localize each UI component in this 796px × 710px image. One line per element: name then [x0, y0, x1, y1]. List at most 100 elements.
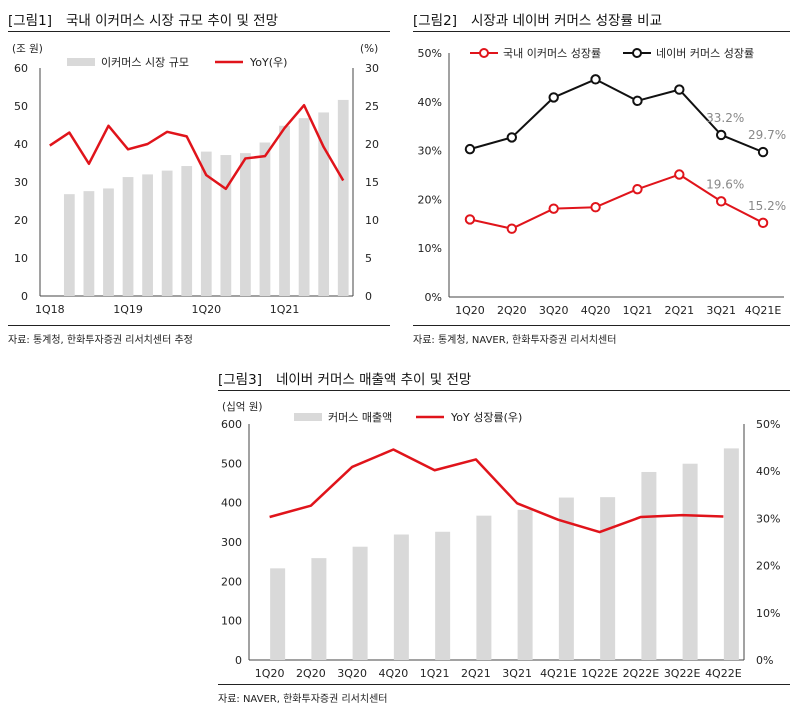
chart1-x-tick: 1Q21: [270, 303, 300, 316]
chart1-left-tick: 50: [14, 100, 28, 113]
chart2-data-label: 19.6%: [706, 177, 744, 191]
chart2-series-0-point: [590, 202, 601, 213]
chart2-series-1-point: [715, 129, 727, 141]
chart1-legend-bar-label: 이커머스 시장 규모: [101, 56, 189, 69]
chart2-legend-naver-label: 네이버 커머스 성장률: [656, 47, 754, 60]
chart2-series-0-point: [632, 183, 643, 195]
chart3-legend-bar-label: 커머스 매출액: [328, 411, 392, 424]
chart1-x-tick: 1Q18: [35, 303, 65, 316]
chart1-left-tick: 40: [14, 138, 28, 151]
chart2-series-1-point: [590, 74, 601, 85]
chart2-legend-market-label: 국내 이커머스 성장률: [503, 47, 601, 60]
chart2-series-1-point: [506, 132, 518, 143]
chart3-bar: [352, 546, 368, 660]
chart1-bar: [83, 191, 95, 296]
chart3-x-tick: 4Q20: [379, 667, 409, 680]
chart3-right-tick: 50%: [756, 418, 780, 431]
chart2-series-0-point: [464, 214, 476, 225]
chart2-series-1-point: [632, 95, 643, 107]
chart1-bar: [161, 170, 173, 296]
chart3-left-tick: 500: [221, 457, 242, 470]
chart1-bar: [63, 194, 75, 296]
chart1-yoy-line: [49, 103, 345, 191]
chart3-x-tick: 1Q21: [420, 667, 450, 680]
chart1-bar: [142, 174, 153, 296]
chart3-left-tick: 600: [221, 418, 242, 431]
chart2-label: [그림2]: [413, 13, 457, 29]
chart2-series-1-point: [548, 92, 559, 103]
chart1-right-tick: 20: [365, 138, 379, 151]
chart1-bar: [337, 99, 349, 296]
chart1-bar: [181, 166, 193, 296]
chart1-right-tick: 30: [365, 62, 379, 75]
chart3-source: 자료: NAVER, 한화투자증권 리서치센터: [218, 694, 388, 705]
chart3-bar: [311, 558, 327, 660]
chart1-bar: [298, 118, 310, 296]
chart1-left-tick: 60: [14, 62, 28, 75]
chart3-x-tick: 2Q22E: [623, 667, 660, 680]
chart2-series-0-point: [715, 196, 727, 207]
chart3-bar: [600, 497, 616, 660]
chart2-series-0-point: [674, 169, 685, 180]
chart3-left-tick: 200: [221, 575, 242, 588]
chart3-x-tick: 1Q20: [255, 667, 285, 680]
chart3-bar: [517, 509, 533, 660]
chart1-right-tick: 15: [365, 176, 379, 189]
chart2-y-tick: 10%: [418, 242, 442, 255]
chart3-right-tick: 20%: [756, 560, 780, 573]
chart2-series-1-line: [469, 78, 764, 153]
chart3-label: [그림3]: [218, 372, 262, 388]
chart1-x-tick: 1Q20: [191, 303, 221, 316]
chart1-right-unit: (%): [360, 43, 378, 55]
chart3-bar: [393, 534, 409, 660]
chart1-source: 자료: 통계청, 한화투자증권 리서치센터 추정: [8, 335, 193, 346]
chart3-left-tick: 400: [221, 497, 242, 510]
chart2-y-tick: 20%: [418, 193, 442, 206]
chart2-x-tick: 2Q20: [497, 304, 527, 317]
chart3-right-tick: 10%: [756, 607, 780, 620]
chart1-bar: [200, 151, 212, 296]
chart2-bottom-rule: [413, 325, 790, 326]
chart3-x-tick: 1Q22E: [581, 667, 618, 680]
chart1-left-unit: (조 원): [12, 43, 43, 55]
chart1-bar: [220, 155, 232, 296]
chart1-left-tick: 0: [21, 290, 28, 303]
chart3-bar: [435, 531, 451, 660]
chart1-legend-bar-swatch: [67, 58, 95, 66]
chart3-x-tick: 2Q20: [296, 667, 326, 680]
chart2-series-0-point: [757, 217, 769, 229]
chart3-bar: [723, 448, 739, 660]
chart1-label: [그림1]: [8, 13, 52, 29]
chart2-series-1-point: [757, 146, 769, 158]
chart1-bottom-rule: [8, 325, 390, 326]
chart1-left-tick: 30: [14, 176, 28, 189]
chart3-x-tick: 4Q21E: [540, 667, 577, 680]
chart3-x-tick: 3Q20: [337, 667, 367, 680]
chart2-series-1-point: [674, 84, 685, 95]
chart2-y-tick: 0%: [425, 291, 442, 304]
chart2-title-rule: [413, 31, 790, 32]
chart1-bar: [259, 142, 271, 296]
chart3-left-tick: 100: [221, 615, 242, 628]
chart2-x-tick: 3Q20: [539, 304, 569, 317]
chart2-x-tick: 1Q20: [455, 304, 485, 317]
chart1-bar: [279, 125, 290, 296]
chart3-title-rule: [218, 390, 790, 391]
chart1-title-rule: [8, 31, 390, 32]
chart2-series-1-point: [464, 143, 476, 155]
chart1-right-tick: 0: [365, 290, 372, 303]
chart1-right-tick: 10: [365, 214, 379, 227]
chart2-series-0-point: [548, 203, 559, 214]
chart3-x-tick: 4Q22E: [705, 667, 742, 680]
chart3-bar: [558, 497, 574, 660]
chart3-x-tick: 2Q21: [461, 667, 491, 680]
chart2-data-label: 15.2%: [748, 199, 786, 213]
chart1-bar: [103, 188, 114, 296]
chart2-title: [그림2] 시장과 네이버 커머스 성장률 비교: [413, 9, 662, 29]
chart2-x-tick: 4Q20: [581, 304, 611, 317]
chart2-legend-market-marker: [479, 48, 489, 58]
chart3-x-tick: 3Q22E: [664, 667, 701, 680]
chart3-bottom-rule: [218, 684, 790, 685]
